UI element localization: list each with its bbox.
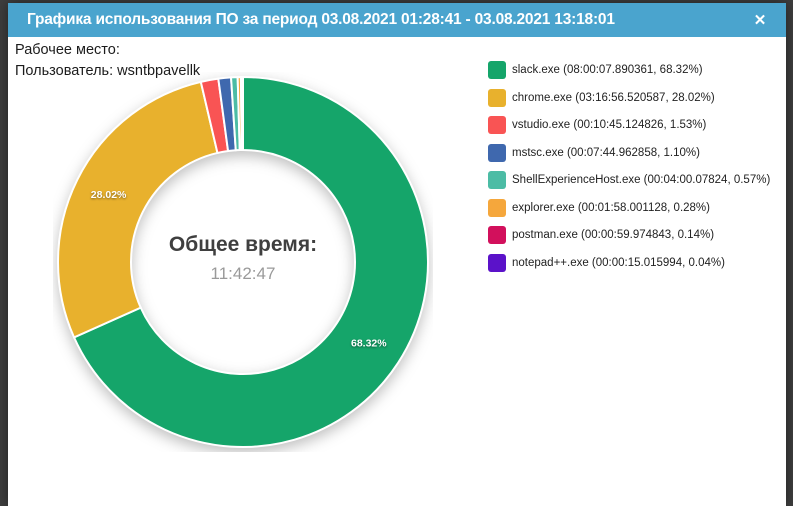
- user-line: Пользователь: wsntbpavellk: [15, 63, 201, 79]
- report-meta: Рабочее место: Пользователь: wsntbpavell…: [15, 40, 200, 82]
- legend-item-slack.exe: slack.exe (08:00:07.890361, 68.32%): [488, 61, 770, 79]
- pie-slice-slack.exe[interactable]: [72, 75, 430, 448]
- legend-item-mstsc.exe: mstsc.exe (00:07:44.962858, 1.10%): [488, 143, 770, 162]
- dialog-title: Графика использования ПО за период 03.08…: [27, 11, 615, 28]
- legend-item-chrome.exe: chrome.exe (03:16:56.520587, 28.02%): [488, 88, 770, 107]
- legend-swatch: [488, 253, 506, 272]
- close-icon[interactable]: ✕: [753, 12, 767, 29]
- slice-percent-label: 28.02%: [91, 189, 127, 201]
- legend-swatch: [488, 198, 506, 217]
- legend-item-notepad++.exe: notepad++.exe (00:00:15.015994, 0.04%): [488, 253, 770, 272]
- legend-swatch: [488, 88, 506, 107]
- legend-item-explorer.exe: explorer.exe (00:01:58.001128, 0.28%): [488, 198, 770, 217]
- legend-label: notepad++.exe (00:00:15.015994, 0.04%): [512, 256, 725, 269]
- pie-chart: 68.32% 28.02% Общее время: 11:42:47 slack…: [8, 3, 786, 472]
- legend-item-ShellExperienceHost.exe: ShellExperienceHost.exe (00:04:00.07824,…: [488, 171, 770, 189]
- workplace-line: Рабочее место:: [15, 42, 120, 58]
- legend-swatch: [488, 61, 506, 79]
- legend-swatch: [488, 226, 506, 244]
- legend-label: slack.exe (08:00:07.890361, 68.32%): [512, 64, 703, 76]
- legend-label: mstsc.exe (00:07:44.962858, 1.10%): [512, 146, 700, 159]
- software-usage-dialog: Графика использования ПО за период 03.08…: [8, 3, 786, 506]
- legend-label: explorer.exe (00:01:58.001128, 0.28%): [512, 201, 710, 214]
- legend-item-postman.exe: postman.exe (00:00:59.974843, 0.14%): [488, 226, 770, 244]
- chart-legend: slack.exe (08:00:07.890361, 68.32%) chrom…: [488, 61, 770, 281]
- legend-label: ShellExperienceHost.exe (00:04:00.07824,…: [512, 174, 771, 186]
- legend-swatch: [488, 116, 506, 134]
- legend-label: postman.exe (00:00:59.974843, 0.14%): [512, 229, 715, 241]
- dialog-titlebar: Графика использования ПО за период 03.08…: [8, 3, 786, 37]
- legend-swatch: [488, 171, 506, 189]
- legend-label: chrome.exe (03:16:56.520587, 28.02%): [512, 91, 715, 104]
- legend-swatch: [488, 143, 506, 162]
- pie-slice-chrome.exe[interactable]: [57, 80, 219, 339]
- legend-item-vstudio.exe: vstudio.exe (00:10:45.124826, 1.53%): [488, 116, 770, 134]
- donut-chart-svg: 68.32% 28.02%: [57, 75, 430, 448]
- legend-label: vstudio.exe (00:10:45.124826, 1.53%): [512, 119, 707, 131]
- slice-percent-label: 68.32%: [351, 337, 387, 349]
